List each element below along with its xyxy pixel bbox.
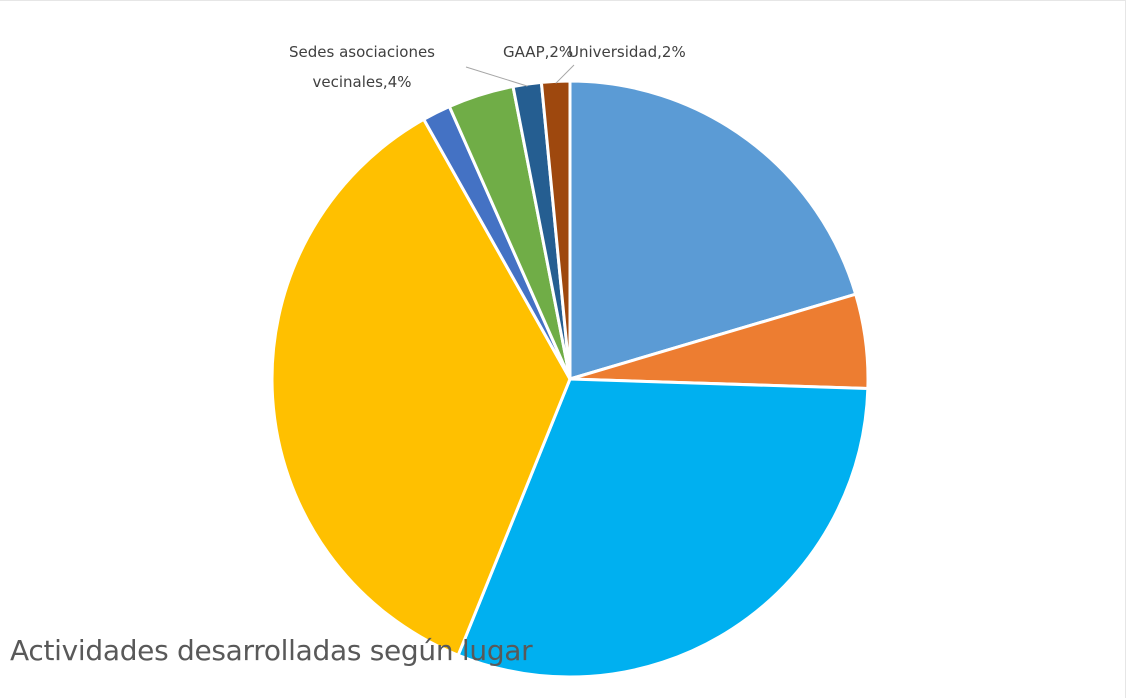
pie-slice-3 [456,377,870,679]
chart-title: Actividades desarrolladas según lugar [10,634,533,667]
leader-line-3 [555,64,575,84]
data-label-line: GAAP,2% [503,43,573,61]
leader-lines [465,64,575,87]
pie-slice-1 [568,79,858,381]
data-label-2: GAAP,2% [503,43,573,61]
leader-line-2 [465,66,528,87]
pie-slice-8 [539,79,572,381]
pie-slice-4 [270,117,572,657]
data-label-line: Sedes asociaciones [289,43,435,61]
data-labels: Sedes asociaciones vecinales,4% GAAP,2%Uni… [289,43,686,91]
data-label-line: vecinales,4% [313,73,412,91]
pie-slices [270,79,870,679]
data-label-line: Universidad,2% [568,43,686,61]
data-label-1: Sedes asociaciones vecinales,4% [289,43,435,91]
data-label-3: Universidad,2% [568,43,686,61]
